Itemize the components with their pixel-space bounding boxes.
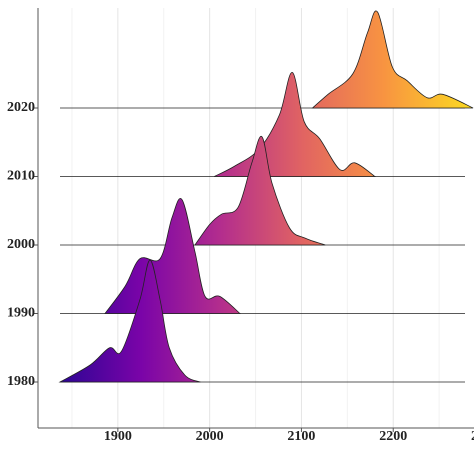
x-tick-label: 2300	[471, 429, 474, 444]
ridge	[194, 136, 326, 246]
ridge	[104, 198, 242, 314]
y-tick-label: 2000	[7, 237, 35, 252]
ridge	[214, 71, 377, 177]
x-tick-label: 1900	[104, 429, 132, 444]
x-tick-label: 2200	[379, 429, 407, 444]
plot-area: 1900 2000 2100 2200 2300 1980 1990 2000 2010 2020	[7, 8, 474, 444]
x-tick-label: 2000	[196, 429, 224, 444]
y-tick-label: 1990	[7, 306, 35, 321]
x-tick-label: 2100	[287, 429, 315, 444]
y-tick-label: 2020	[7, 100, 35, 115]
ridge	[311, 10, 474, 109]
y-tick-label: 2010	[7, 169, 35, 184]
y-tick-label: 1980	[7, 374, 35, 389]
ridge	[58, 259, 201, 383]
